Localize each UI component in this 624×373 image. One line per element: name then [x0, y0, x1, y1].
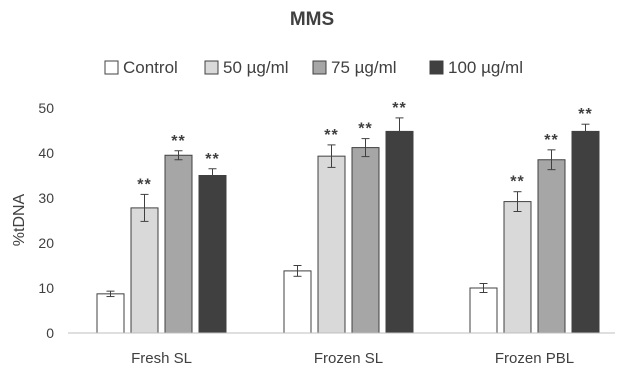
bar — [283, 270, 312, 334]
x-category-label: Frozen PBL — [495, 350, 574, 367]
legend-swatch — [312, 60, 327, 75]
y-tick-label: 40 — [38, 145, 54, 161]
bar — [503, 201, 532, 334]
legend-label: 50 µg/ml — [223, 58, 289, 77]
significance-label: ** — [358, 121, 372, 138]
y-tick-label: 0 — [46, 325, 54, 341]
significance-label: ** — [544, 132, 558, 149]
bar — [351, 147, 380, 334]
bar — [317, 155, 346, 334]
legend-swatch — [104, 60, 119, 75]
y-tick-label: 10 — [38, 280, 54, 296]
significance-label: ** — [578, 106, 592, 123]
legend-swatch — [204, 60, 219, 75]
y-axis-label: %tDNA — [11, 193, 28, 246]
significance-label: ** — [510, 174, 524, 191]
legend-swatch — [429, 60, 444, 75]
x-category-label: Frozen SL — [314, 350, 383, 367]
x-axis-labels: Fresh SL Frozen SL Frozen PBL — [131, 350, 574, 367]
significance-label: ** — [171, 133, 185, 150]
bar — [571, 130, 600, 334]
chart-title: MMS — [290, 9, 334, 30]
significance-label: ** — [324, 127, 338, 144]
bar — [198, 175, 227, 334]
bars: ** ** ** ** ** ** ** ** ** — [96, 100, 600, 334]
x-category-label: Fresh SL — [131, 350, 192, 367]
y-axis: 0 10 20 30 40 50 — [38, 100, 54, 341]
bar — [130, 207, 159, 334]
significance-label: ** — [392, 100, 406, 117]
legend-label: 100 µg/ml — [448, 58, 523, 77]
y-tick-label: 50 — [38, 100, 54, 116]
significance-label: ** — [205, 151, 219, 168]
y-tick-label: 20 — [38, 235, 54, 251]
significance-label: ** — [137, 176, 151, 193]
y-tick-label: 30 — [38, 190, 54, 206]
bar — [164, 154, 193, 334]
bar — [537, 159, 566, 334]
legend: Control 50 µg/ml 75 µg/ml 100 µg/ml — [104, 58, 523, 77]
legend-label: 75 µg/ml — [331, 58, 397, 77]
bar — [96, 293, 125, 334]
bar — [469, 287, 498, 334]
bar — [385, 130, 414, 334]
legend-label: Control — [123, 58, 178, 77]
